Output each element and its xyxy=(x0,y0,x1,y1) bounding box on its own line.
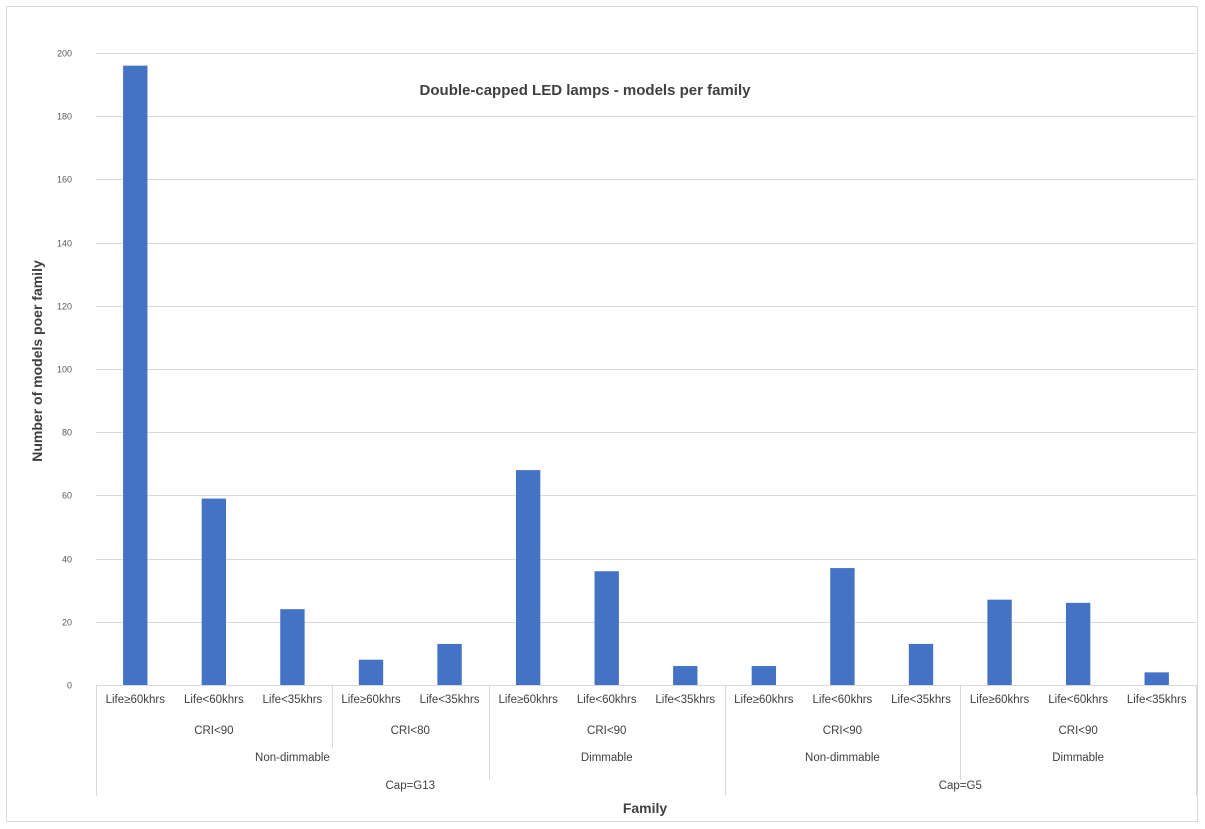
x-tick-label: Life<35khrs xyxy=(1127,694,1187,706)
x-tick-label: Life<60khrs xyxy=(813,694,873,706)
y-tick-label: 200 xyxy=(57,49,72,59)
bar xyxy=(1144,672,1169,685)
x-tick-label: Life≥60khrs xyxy=(498,694,558,706)
y-tick-label: 120 xyxy=(57,302,72,312)
x-axis-title: Family xyxy=(623,800,668,816)
bar xyxy=(280,609,305,685)
x-group-label: Non-dimmable xyxy=(805,752,880,764)
bar xyxy=(201,498,227,685)
x-group-label: Dimmable xyxy=(581,752,633,764)
x-tick-label: Life<60khrs xyxy=(577,694,637,706)
y-tick-label: 40 xyxy=(62,555,72,565)
bars xyxy=(123,65,1169,685)
x-group-label: Cap=G13 xyxy=(386,780,436,792)
bar xyxy=(830,568,855,685)
bar xyxy=(437,643,462,685)
x-group-label: CRI<90 xyxy=(1058,725,1097,737)
x-group-label: CRI<90 xyxy=(587,725,626,737)
x-group-label: CRI<90 xyxy=(194,725,233,737)
x-group-label: Non-dimmable xyxy=(255,752,330,764)
bar xyxy=(987,599,1012,685)
y-tick-label: 180 xyxy=(57,112,72,122)
bar xyxy=(515,470,541,685)
x-tick-label: Life≥60khrs xyxy=(341,694,401,706)
bar xyxy=(358,659,384,685)
x-tick-label: Life<60khrs xyxy=(184,694,244,706)
x-tick-label: Life<35khrs xyxy=(891,694,951,706)
y-tick-label: 60 xyxy=(62,491,72,501)
x-group-label: CRI<80 xyxy=(391,725,430,737)
y-tick-label: 20 xyxy=(62,618,72,628)
x-tick-label: Life<60khrs xyxy=(1048,694,1108,706)
y-axis-title: Number of models poer family xyxy=(29,260,45,462)
bar xyxy=(908,643,934,685)
x-group-label: CRI<90 xyxy=(823,725,862,737)
y-tick-label: 160 xyxy=(57,175,72,185)
y-tick-label: 80 xyxy=(62,428,72,438)
y-tick-label: 0 xyxy=(67,681,72,691)
x-tick-label: Life≥60khrs xyxy=(734,694,794,706)
y-tick-label: 100 xyxy=(57,365,72,375)
x-tick-label: Life<35khrs xyxy=(263,694,323,706)
x-group-label: Dimmable xyxy=(1052,752,1104,764)
x-tick-label: Life<35khrs xyxy=(420,694,480,706)
x-group-label: Cap=G5 xyxy=(939,780,982,792)
chart-title: Double-capped LED lamps - models per fam… xyxy=(420,82,752,99)
bar xyxy=(673,666,698,685)
bar xyxy=(123,65,148,685)
bar xyxy=(751,666,777,685)
y-axis-ticks: 0 20 40 60 80 100 120 140 160 180 200 xyxy=(57,49,72,691)
x-tick-label: Life≥60khrs xyxy=(970,694,1030,706)
x-tick-label: Life<35khrs xyxy=(655,694,715,706)
bar xyxy=(1065,602,1091,685)
x-tick-label: Life≥60khrs xyxy=(106,694,166,706)
bar xyxy=(594,571,619,685)
x-axis-categories: Life≥60khrs Life<60khrs Life<35khrs Life≥60… xyxy=(96,685,1197,796)
y-tick-label: 140 xyxy=(57,239,72,249)
